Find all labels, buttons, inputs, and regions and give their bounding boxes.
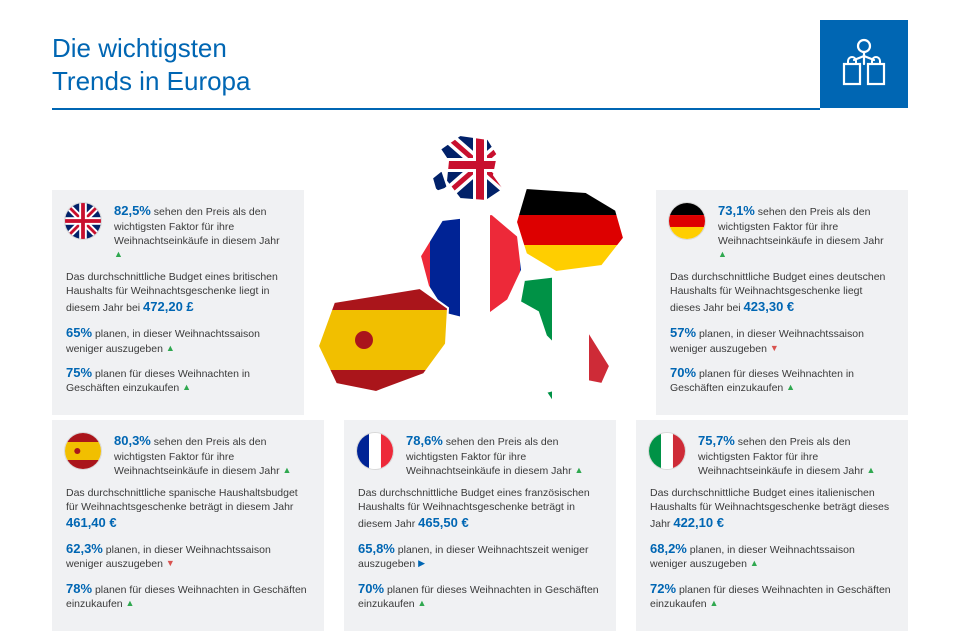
page-title: Die wichtigsten Trends in Europa — [52, 32, 250, 97]
shopper-icon — [834, 34, 894, 94]
it-stat2: 68,2% planen, in dieser Weihnachtssaison… — [650, 540, 894, 572]
fr-stat2: 65,8% planen, in dieser Weihnachtszeit w… — [358, 540, 602, 572]
fr-budget: Das durchschnittliche Budget eines franz… — [358, 486, 602, 532]
header-rule — [52, 108, 820, 110]
it-budget: Das durchschnittliche Budget eines itali… — [650, 486, 894, 532]
es-stat2: 62,3% planen, in dieser Weihnachtssaison… — [66, 540, 310, 572]
de-stat3: 70% planen für dieses Weihnachten in Ges… — [670, 364, 894, 396]
es-stat3: 78% planen für dieses Weihnachten in Ges… — [66, 580, 310, 612]
title-line2: Trends in Europa — [52, 66, 250, 96]
flag-it-icon — [648, 432, 686, 470]
uk-stat2: 65% planen, in dieser Weihnachtssaison w… — [66, 324, 290, 356]
de-stat2: 57% planen, in dieser Weihnachtssaison w… — [670, 324, 894, 356]
es-stat1: 80,3% sehen den Preis als den wichtigste… — [66, 432, 310, 478]
title-line1: Die wichtigsten — [52, 33, 227, 63]
es-budget: Das durchschnittliche spanische Haushalt… — [66, 486, 310, 532]
it-stat1: 75,7% sehen den Preis als den wichtigste… — [650, 432, 894, 478]
fr-stat1: 78,6% sehen den Preis als den wichtigste… — [358, 432, 602, 478]
country-card-de: 73,1% sehen den Preis als den wichtigste… — [656, 190, 908, 415]
flag-es-icon — [64, 432, 102, 470]
europe-map — [310, 130, 650, 420]
country-card-es: 80,3% sehen den Preis als den wichtigste… — [52, 420, 324, 631]
flag-de-icon — [668, 202, 706, 240]
country-card-uk: 82,5% sehen den Preis als den wichtigste… — [52, 190, 304, 415]
it-stat3: 72% planen für dieses Weihnachten in Ges… — [650, 580, 894, 612]
country-card-fr: 78,6% sehen den Preis als den wichtigste… — [344, 420, 616, 631]
header-icon-box — [820, 20, 908, 108]
flag-uk-icon — [64, 202, 102, 240]
uk-stat3: 75% planen für dieses Weihnachten in Ges… — [66, 364, 290, 396]
de-budget: Das durchschnittliche Budget eines deuts… — [670, 270, 894, 316]
fr-stat3: 70% planen für dieses Weihnachten in Ges… — [358, 580, 602, 612]
uk-budget: Das durchschnittliche Budget eines briti… — [66, 270, 290, 316]
country-card-it: 75,7% sehen den Preis als den wichtigste… — [636, 420, 908, 631]
flag-fr-icon — [356, 432, 394, 470]
